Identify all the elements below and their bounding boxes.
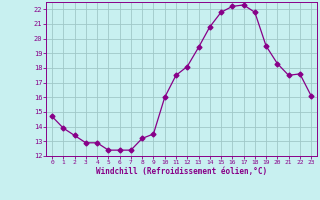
X-axis label: Windchill (Refroidissement éolien,°C): Windchill (Refroidissement éolien,°C) (96, 167, 267, 176)
